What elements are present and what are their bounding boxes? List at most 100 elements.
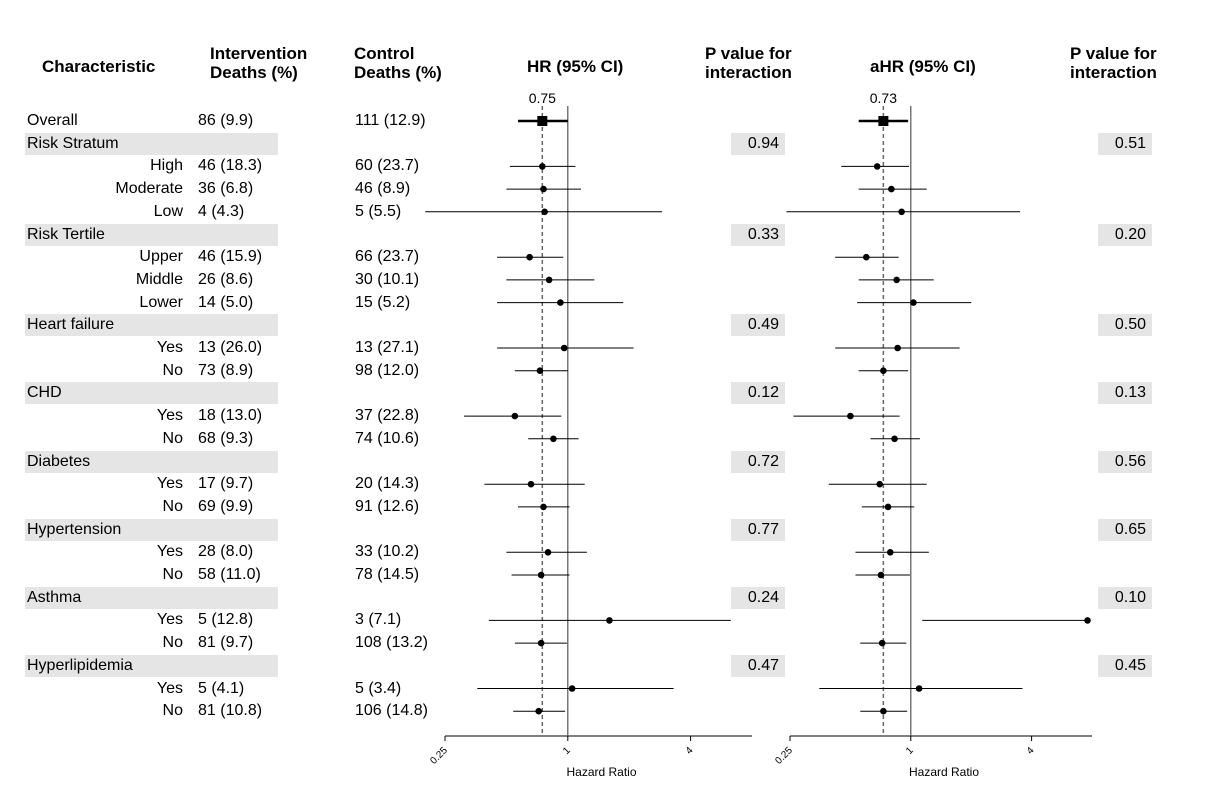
point-estimate — [891, 435, 898, 443]
header-p-ahr-line1: P value for — [1070, 44, 1157, 63]
point-estimate — [606, 617, 613, 624]
intervention-deaths: 68 (9.3) — [198, 429, 254, 447]
p-value-ahr: 0.10 — [1098, 586, 1152, 609]
point-estimate — [541, 208, 548, 216]
control-deaths: 106 (14.8) — [355, 702, 428, 720]
row-label: No — [162, 566, 183, 583]
control-deaths: 60 (23.7) — [355, 157, 420, 175]
point-estimate — [886, 549, 894, 556]
group-label: Hyperlipidemia — [27, 656, 133, 674]
point-estimate — [898, 208, 905, 216]
row-label: Yes — [156, 407, 183, 425]
row-label: Lower — [139, 293, 183, 311]
group-band — [25, 132, 278, 155]
p-value-ahr: 0.65 — [1098, 518, 1152, 541]
point-estimate — [536, 367, 544, 375]
control-deaths: 111 (12.9) — [355, 112, 426, 129]
row-label: Low — [153, 202, 183, 220]
header-control-line2: Deaths (%) — [354, 63, 442, 82]
overall-estimate-square — [537, 116, 548, 126]
intervention-deaths: 81 (10.8) — [198, 702, 263, 720]
group-label: Diabetes — [27, 452, 91, 470]
control-deaths: 78 (14.5) — [355, 566, 420, 583]
row-label: Yes — [156, 475, 183, 493]
group-band — [25, 450, 278, 473]
group-label: CHD — [27, 384, 62, 402]
x-tick-label: 4 — [684, 745, 696, 757]
header-characteristic: Characteristic — [42, 57, 156, 76]
group-band — [25, 314, 278, 337]
point-estimate — [877, 571, 885, 579]
intervention-deaths: 17 (9.7) — [198, 475, 254, 493]
x-tick-label: 1 — [561, 745, 573, 757]
intervention-deaths: 86 (9.9) — [198, 112, 254, 129]
row-label: Yes — [156, 611, 183, 629]
header-ahr: aHR (95% CI) — [870, 57, 976, 76]
control-deaths: 46 (8.9) — [355, 180, 411, 198]
x-tick-label: 4 — [1025, 745, 1037, 757]
header-control-line1: Control — [354, 44, 415, 63]
p-value-hr: 0.33 — [731, 223, 785, 246]
header-intervention-line1: Intervention — [210, 44, 308, 63]
row-label: Yes — [156, 543, 183, 561]
intervention-deaths: 81 (9.7) — [198, 634, 254, 652]
control-deaths: 15 (5.2) — [355, 293, 411, 311]
point-estimate — [537, 639, 545, 647]
intervention-deaths: 18 (13.0) — [198, 407, 263, 425]
intervention-deaths: 14 (5.0) — [198, 293, 254, 311]
group-band — [25, 382, 278, 405]
group-label: Heart failure — [27, 316, 115, 334]
p-value-hr: 0.49 — [731, 314, 785, 337]
point-estimate — [539, 163, 546, 170]
intervention-deaths: 58 (11.0) — [198, 566, 261, 583]
control-deaths: 13 (27.1) — [355, 339, 420, 356]
point-estimate — [910, 299, 917, 306]
p-value-hr: 0.24 — [731, 586, 785, 609]
row-label: Upper — [139, 248, 183, 266]
point-estimate — [893, 276, 900, 284]
point-estimate — [847, 412, 854, 420]
group-band — [25, 654, 278, 677]
p-value-ahr: 0.13 — [1098, 382, 1152, 405]
intervention-deaths: 46 (15.9) — [198, 248, 263, 266]
control-deaths: 108 (13.2) — [355, 634, 428, 652]
point-estimate — [535, 707, 543, 715]
point-estimate — [568, 685, 576, 692]
row-label: No — [162, 497, 183, 515]
point-estimate — [540, 503, 547, 511]
row-label: Moderate — [115, 180, 183, 198]
header-p-hr-line2: interaction — [705, 63, 792, 82]
p-value-hr: 0.12 — [731, 382, 785, 405]
point-estimate — [862, 253, 870, 261]
intervention-deaths: 69 (9.9) — [198, 497, 254, 515]
point-estimate — [527, 480, 535, 488]
row-label: No — [162, 702, 183, 720]
point-estimate — [511, 412, 519, 420]
intervention-deaths: 26 (8.6) — [198, 270, 254, 288]
p-value-hr: 0.94 — [731, 132, 785, 155]
point-estimate — [876, 480, 884, 488]
group-band — [25, 586, 278, 609]
point-estimate — [544, 549, 552, 556]
p-value-ahr: 0.51 — [1098, 132, 1152, 155]
p-value-hr: 0.77 — [731, 518, 785, 541]
control-deaths: 20 (14.3) — [355, 475, 420, 493]
p-value-ahr: 0.45 — [1098, 654, 1152, 677]
header-intervention-line2: Deaths (%) — [210, 63, 298, 82]
point-estimate — [873, 163, 881, 170]
intervention-deaths: 46 (18.3) — [198, 157, 263, 175]
row-label: Overall — [27, 112, 78, 129]
point-estimate — [915, 685, 923, 692]
x-axis-title: Hazard Ratio — [566, 765, 636, 779]
header-hr: HR (95% CI) — [527, 57, 624, 76]
overall-estimate-square — [878, 116, 889, 126]
point-estimate — [545, 276, 553, 284]
point-estimate — [888, 185, 895, 193]
x-axis-title: Hazard Ratio — [909, 765, 979, 779]
control-deaths: 74 (10.6) — [355, 429, 420, 447]
p-value-ahr: 0.20 — [1098, 223, 1152, 246]
header-p-ahr-line2: interaction — [1070, 63, 1157, 82]
header-p-hr-line1: P value for — [705, 44, 792, 63]
row-label: Yes — [156, 679, 183, 697]
